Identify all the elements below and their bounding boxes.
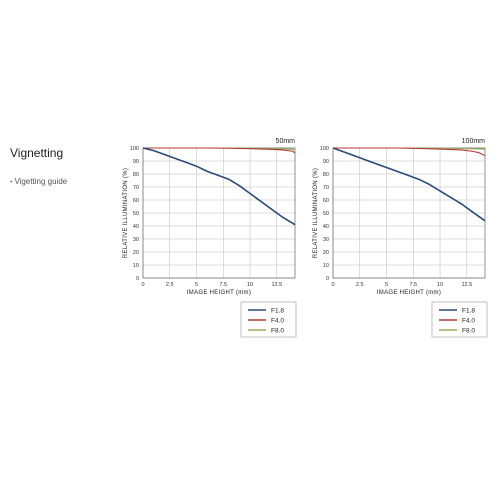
y-tick-label: 40 <box>133 224 139 230</box>
x-tick-label: 5 <box>195 282 198 288</box>
guide-link-label: Vigetting guide <box>14 177 68 186</box>
y-tick-label: 70 <box>133 185 139 191</box>
series-line-F4-0 <box>143 147 296 154</box>
legend: F1.8 F4.0 F8.0 <box>240 301 297 338</box>
chart-100mm: 0 10 20 30 40 50 60 70 80 90 100 0 2.5 5 7.5 10 12.5 IMAG… <box>313 138 488 338</box>
y-tick-label: 10 <box>323 263 329 269</box>
legend: F1.8 F4.0 F8.0 <box>431 301 488 338</box>
y-tick-label: 100 <box>320 146 329 152</box>
y-tick-label: 0 <box>326 276 329 282</box>
bullet-icon: • <box>10 179 13 186</box>
y-tick-label: 20 <box>323 250 329 256</box>
x-tick-label: 0 <box>331 282 334 288</box>
y-axis-title: RELATIVE ILLUMINATION (%) <box>123 168 129 258</box>
y-tick-label: 100 <box>130 146 139 152</box>
y-tick-label: 30 <box>323 237 329 243</box>
series-line-F4-0 <box>333 147 486 157</box>
focal-length-label: 100mm <box>462 138 486 145</box>
chart-50mm: 0 10 20 30 40 50 60 70 80 90 100 0 2.5 5 7.5 10 12.5 IMAG… <box>123 138 297 338</box>
x-axis-title: IMAGE HEIGHT (mm) <box>377 290 441 296</box>
y-tick-label: 20 <box>133 250 139 256</box>
x-tick-label: 2.5 <box>166 282 174 288</box>
legend-label: F8.0 <box>271 327 284 334</box>
y-tick-label: 90 <box>323 159 329 165</box>
x-tick-label: 10 <box>437 282 443 288</box>
y-tick-label: 70 <box>323 185 329 191</box>
y-tick-label: 80 <box>133 172 139 178</box>
y-tick-label: 80 <box>323 172 329 178</box>
x-tick-label: 12.5 <box>461 282 472 288</box>
y-tick-label: 40 <box>323 224 329 230</box>
y-tick-label: 10 <box>133 263 139 269</box>
y-tick-label: 50 <box>133 211 139 217</box>
x-tick-label: 7.5 <box>409 282 417 288</box>
legend-label: F1.8 <box>271 307 284 314</box>
y-tick-label: 50 <box>323 211 329 217</box>
y-tick-label: 90 <box>133 159 139 165</box>
y-axis-title: RELATIVE ILLUMINATION (%) <box>313 168 319 258</box>
legend-label: F4.0 <box>462 317 475 324</box>
y-tick-label: 60 <box>133 198 139 204</box>
legend-label: F1.8 <box>462 307 475 314</box>
x-tick-label: 12.5 <box>271 282 282 288</box>
legend-label: F4.0 <box>271 317 284 324</box>
focal-length-label: 50mm <box>276 138 296 145</box>
x-tick-label: 5 <box>385 282 388 288</box>
series-line-F1-8 <box>332 147 486 222</box>
vignetting-guide-link[interactable]: • Vigetting guide <box>10 177 67 186</box>
x-tick-label: 7.5 <box>219 282 227 288</box>
x-axis-title: IMAGE HEIGHT (mm) <box>187 290 251 296</box>
legend-label: F8.0 <box>462 327 475 334</box>
x-tick-label: 0 <box>141 282 144 288</box>
y-tick-label: 60 <box>323 198 329 204</box>
x-tick-label: 10 <box>247 282 253 288</box>
section-title: Vignetting <box>10 146 64 160</box>
x-tick-label: 2.5 <box>356 282 364 288</box>
y-tick-label: 0 <box>136 276 139 282</box>
y-tick-label: 30 <box>133 237 139 243</box>
series-line-F1-8 <box>142 147 296 226</box>
